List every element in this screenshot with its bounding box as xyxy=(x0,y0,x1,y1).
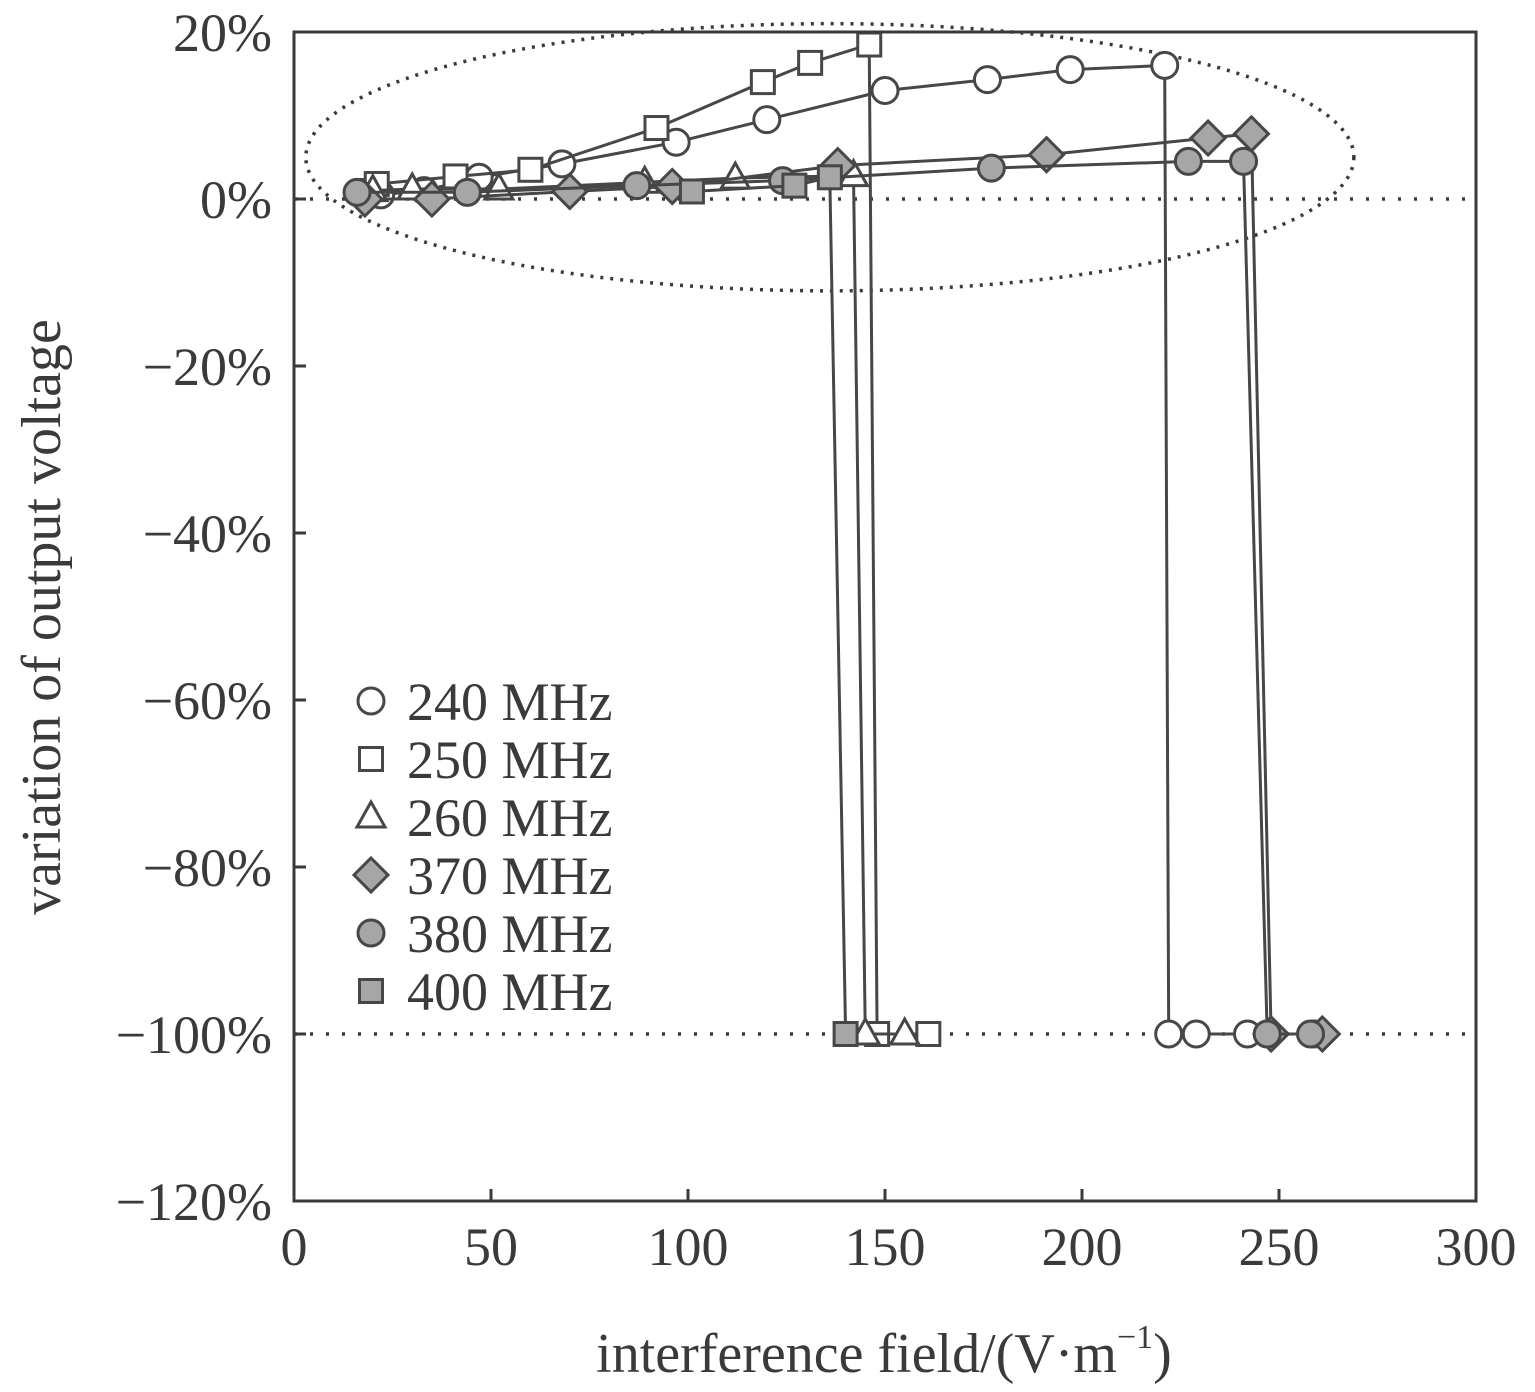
legend-marker xyxy=(354,798,388,829)
y-tick-label: −80% xyxy=(143,838,272,898)
x-tick-label: 200 xyxy=(1042,1217,1123,1277)
y-axis-label: variation of output voltage xyxy=(11,319,73,915)
legend-label: 250 MHz xyxy=(407,730,612,790)
data-point xyxy=(452,177,482,207)
data-point xyxy=(678,178,705,205)
legend-label: 400 MHz xyxy=(407,962,612,1022)
data-point xyxy=(1154,1019,1184,1049)
data-point xyxy=(832,1021,859,1047)
x-tick-label: 250 xyxy=(1239,1217,1320,1277)
series-line xyxy=(691,175,848,1035)
series-layer xyxy=(342,31,1342,1054)
legend-label: 240 MHz xyxy=(407,672,612,732)
data-point xyxy=(1229,146,1259,176)
x-axis-label: interference field/(V·m−1) xyxy=(596,1319,1172,1385)
legend-item: 370 MHz xyxy=(351,846,612,906)
x-tick-label: 150 xyxy=(845,1217,926,1277)
data-point xyxy=(1181,1019,1211,1049)
data-point xyxy=(972,65,1002,95)
y-tick-label: −60% xyxy=(143,671,272,731)
data-point xyxy=(1252,1019,1282,1049)
x-tick-label: 300 xyxy=(1436,1217,1517,1277)
data-point xyxy=(1296,1019,1326,1049)
data-point xyxy=(342,177,372,207)
x-axis-label-close: ) xyxy=(1153,1323,1172,1385)
legend-item: 260 MHz xyxy=(354,788,612,848)
y-tick-label: −40% xyxy=(143,504,272,564)
legend-label: 260 MHz xyxy=(407,788,612,848)
legend-item: 400 MHz xyxy=(358,962,612,1022)
legend-marker xyxy=(358,978,384,1004)
legend-marker xyxy=(356,918,386,948)
highlight-ellipse xyxy=(304,21,1356,293)
x-tick-label: 100 xyxy=(648,1217,729,1277)
data-point xyxy=(816,164,843,191)
data-point xyxy=(1027,135,1066,174)
legend-marker xyxy=(358,746,384,772)
series-380-mhz xyxy=(342,146,1326,1049)
data-point xyxy=(752,105,782,135)
data-point xyxy=(856,31,883,58)
data-point xyxy=(1150,50,1180,80)
y-tick-label: −20% xyxy=(143,337,272,397)
data-point xyxy=(550,172,589,211)
data-point xyxy=(749,69,776,96)
y-tick-label: −120% xyxy=(116,1172,272,1232)
legend-label: 370 MHz xyxy=(407,846,612,906)
data-point xyxy=(643,115,670,142)
data-point xyxy=(781,172,808,199)
y-tick-label: 0% xyxy=(200,170,272,230)
series-400-mhz xyxy=(678,164,859,1047)
x-tick-label: 50 xyxy=(464,1217,518,1277)
data-point xyxy=(517,156,544,183)
y-tick-label: 20% xyxy=(173,3,272,63)
data-point xyxy=(1232,114,1271,153)
data-point xyxy=(1173,146,1203,176)
series-line xyxy=(364,132,1323,1036)
data-point xyxy=(915,1021,942,1047)
legend-marker xyxy=(356,686,386,716)
x-axis-label-superscript: −1 xyxy=(1117,1319,1153,1356)
data-point xyxy=(1055,55,1085,85)
y-tick-label: −100% xyxy=(116,1005,272,1065)
data-point xyxy=(870,75,900,105)
data-point xyxy=(797,49,824,76)
data-point xyxy=(622,171,652,201)
legend-item: 250 MHz xyxy=(358,730,612,790)
data-point xyxy=(661,127,691,157)
legend-item: 380 MHz xyxy=(356,904,612,964)
data-point xyxy=(718,160,752,190)
data-point xyxy=(888,1015,922,1046)
axis-ticks: 0 50 100 150 200 250 300 20% 0% −20% −40% −60% −80% −… xyxy=(116,3,1517,1277)
legend-label: 380 MHz xyxy=(407,904,612,964)
x-axis-label-main: interference field/(V·m xyxy=(596,1323,1117,1385)
data-point xyxy=(1188,118,1228,158)
data-point xyxy=(976,153,1006,183)
x-tick-label: 0 xyxy=(281,1217,308,1277)
legend-item: 240 MHz xyxy=(356,672,612,732)
legend-marker xyxy=(351,855,391,895)
highlight-ellipse-layer xyxy=(304,21,1356,293)
